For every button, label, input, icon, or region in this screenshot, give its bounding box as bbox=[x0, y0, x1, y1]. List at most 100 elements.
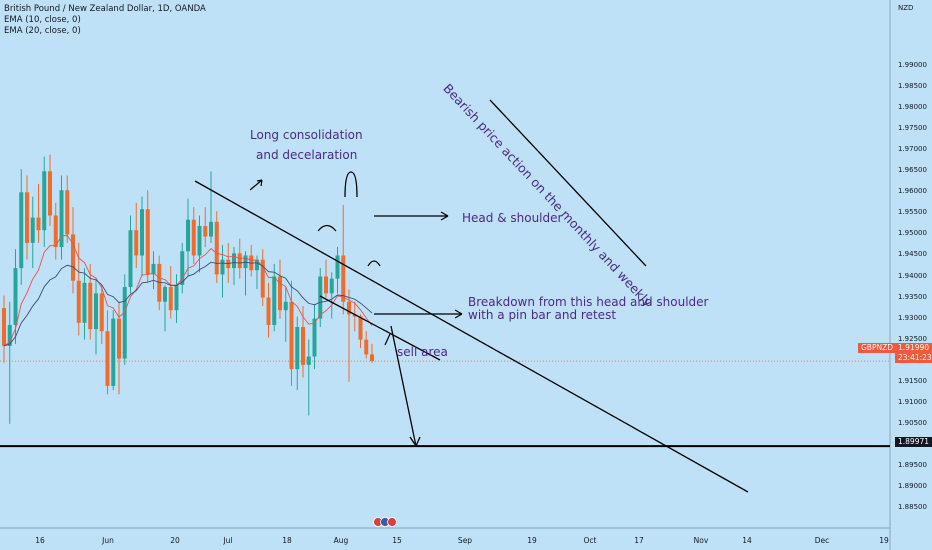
candle-body bbox=[335, 255, 340, 279]
y-tick-label: 1.94000 bbox=[898, 271, 927, 280]
symbol-tag: GBPNZD bbox=[858, 343, 897, 353]
candle-body bbox=[151, 263, 156, 275]
y-tick-label: 1.99000 bbox=[898, 61, 927, 70]
candle-body bbox=[2, 308, 6, 346]
candle-body bbox=[117, 318, 121, 359]
candle-body bbox=[237, 253, 242, 269]
breakdown-arrow bbox=[374, 309, 463, 319]
x-tick-label: Dec bbox=[814, 536, 830, 545]
candle-body bbox=[53, 215, 58, 248]
x-tick-label: Oct bbox=[583, 536, 597, 545]
candle-body bbox=[99, 293, 104, 332]
y-tick-label: 1.98500 bbox=[898, 82, 927, 91]
left-shoulder-arc bbox=[317, 224, 337, 232]
y-tick-label: 1.91500 bbox=[898, 376, 927, 385]
annotation-consolidation-1: Long consolidation bbox=[250, 128, 363, 142]
lower-trendline bbox=[319, 295, 441, 361]
annotation-consolidation-2: and decelaration bbox=[256, 148, 358, 162]
y-tick-label: 1.98000 bbox=[898, 103, 927, 112]
candle-body bbox=[145, 209, 150, 275]
x-tick-label: Nov bbox=[693, 536, 709, 545]
ema20-legend: EMA (20, close, 0) bbox=[4, 26, 81, 36]
last-price-tag: 1.91990 bbox=[895, 343, 932, 353]
candle-body bbox=[347, 301, 351, 315]
candle-body bbox=[306, 356, 311, 365]
x-tick-label: Jun bbox=[102, 536, 114, 545]
ema20-line bbox=[3, 261, 373, 347]
candle-body bbox=[301, 327, 305, 365]
economic-event-icon bbox=[387, 517, 397, 527]
y-tick-label: 1.90500 bbox=[898, 418, 927, 427]
y-tick-label: 1.96500 bbox=[898, 166, 927, 175]
y-tick-label: 1.94500 bbox=[898, 250, 927, 259]
candle-body bbox=[111, 318, 116, 386]
candle-body bbox=[191, 219, 196, 256]
x-tick-label: 19 bbox=[527, 536, 537, 545]
candle-body bbox=[25, 192, 29, 243]
y-tick-label: 1.95500 bbox=[898, 208, 927, 217]
y-tick-label: 1.92500 bbox=[898, 334, 927, 343]
candle-body bbox=[82, 282, 87, 323]
y-tick-label: 1.97000 bbox=[898, 145, 927, 154]
candle-body bbox=[168, 287, 173, 311]
candle-body bbox=[220, 259, 225, 275]
y-tick-label: 1.95000 bbox=[898, 229, 927, 238]
candle-body bbox=[255, 259, 259, 271]
candle-body bbox=[19, 192, 24, 269]
x-tick-label: Sep bbox=[457, 536, 473, 545]
x-tick-label: 19 bbox=[879, 536, 889, 545]
x-tick-label: 20 bbox=[170, 536, 180, 545]
candle-body bbox=[122, 287, 127, 359]
candle-body bbox=[163, 287, 167, 302]
upper-trendline bbox=[194, 180, 749, 493]
consolidation-arrow bbox=[249, 179, 263, 191]
candle-body bbox=[13, 268, 18, 325]
chart-title: British Pound / New Zealand Dollar, 1D, … bbox=[4, 4, 206, 14]
candle-body bbox=[59, 190, 64, 248]
candle-body bbox=[324, 276, 328, 294]
head-arc bbox=[344, 171, 358, 198]
annotation-sell-area: sell area bbox=[397, 345, 448, 359]
candle-body bbox=[197, 226, 202, 256]
y-tick-label: 1.89500 bbox=[898, 460, 927, 469]
candle-body bbox=[312, 318, 317, 357]
candle-body bbox=[278, 276, 282, 311]
candle-body bbox=[71, 234, 75, 281]
candle-body bbox=[7, 324, 12, 346]
y-tick-label: 1.97500 bbox=[898, 124, 927, 133]
candle-body bbox=[370, 354, 374, 362]
candle-body bbox=[42, 171, 47, 231]
candle-body bbox=[358, 316, 363, 340]
candle-body bbox=[232, 253, 236, 269]
ema10-line bbox=[3, 235, 373, 347]
candle-body bbox=[209, 221, 213, 237]
ema10-legend: EMA (10, close, 0) bbox=[4, 15, 81, 25]
candle-body bbox=[76, 280, 81, 323]
candle-body bbox=[352, 314, 357, 317]
candle-body bbox=[140, 209, 144, 256]
annotation-head-shoulder: Head & shoulder bbox=[462, 211, 563, 225]
x-tick-label: Jul bbox=[223, 536, 233, 545]
candle-body bbox=[318, 276, 323, 319]
x-tick-label: 17 bbox=[634, 536, 644, 545]
candle-body bbox=[48, 171, 52, 216]
candle-body bbox=[128, 230, 133, 288]
candle-body bbox=[289, 301, 294, 370]
x-tick-label: 18 bbox=[282, 536, 292, 545]
currency-label: NZD bbox=[898, 4, 914, 12]
candle-body bbox=[260, 259, 265, 298]
candle-body bbox=[364, 339, 369, 355]
candle-body bbox=[243, 255, 248, 269]
candle-body bbox=[180, 251, 185, 285]
bearish-trendline bbox=[489, 99, 647, 267]
y-tick-label: 1.91000 bbox=[898, 397, 927, 406]
y-tick-label: 1.93000 bbox=[898, 313, 927, 322]
head-shoulder-arrow bbox=[374, 211, 449, 221]
candle-body bbox=[341, 255, 346, 302]
retest-pointer bbox=[384, 333, 391, 346]
countdown-tag: 23:41:23 bbox=[895, 353, 932, 363]
candle-body bbox=[214, 221, 219, 275]
candle-body bbox=[295, 327, 300, 370]
candle-body bbox=[134, 230, 139, 256]
